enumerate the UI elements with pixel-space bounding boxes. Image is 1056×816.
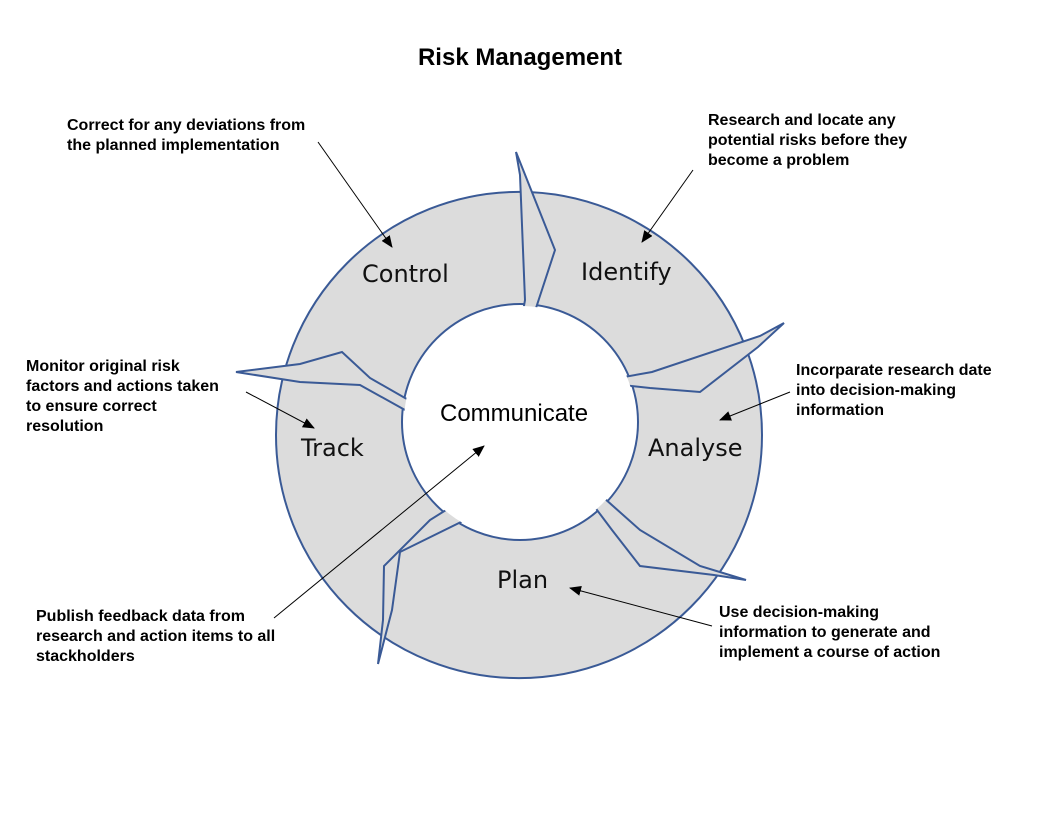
note-plan-line: information to generate and <box>719 624 931 641</box>
note-track: Monitor original risk factors and action… <box>26 357 219 437</box>
note-identify-line: Research and locate any <box>708 112 896 129</box>
note-control: Correct for any deviations from the plan… <box>67 116 305 156</box>
note-track-line: to ensure correct <box>26 398 157 415</box>
pointer-control <box>317 141 393 248</box>
note-analyse-line: Incorparate research date <box>796 362 992 379</box>
diagram-title: Risk Management <box>417 44 623 71</box>
note-identify-line: potential risks before they <box>708 132 908 149</box>
note-analyse: Incorparate research date into decision-… <box>796 361 992 421</box>
stage-identify: Identify <box>581 258 672 286</box>
center-communicate: Communicate <box>440 400 589 427</box>
note-communicate-line: research and action items to all <box>36 628 276 645</box>
note-identify-line: become a problem <box>708 152 850 169</box>
note-control-line: the planned implementation <box>67 137 280 154</box>
note-communicate-line: stackholders <box>36 648 135 665</box>
pointer-identify <box>641 169 694 243</box>
note-track-line: Monitor original risk <box>26 358 180 375</box>
note-communicate: Publish feedback data from research and … <box>36 607 275 667</box>
note-plan-line: Use decision-making <box>719 604 880 621</box>
note-plan-line: implement a course of action <box>719 644 941 661</box>
pointer-communicate <box>273 445 485 619</box>
note-track-line: factors and actions taken <box>26 378 219 395</box>
stage-plan: Plan <box>497 566 549 594</box>
stage-track: Track <box>301 434 364 462</box>
pointer-track <box>245 391 315 429</box>
note-communicate-line: Publish feedback data from <box>36 608 245 625</box>
note-plan: Use decision-making information to gener… <box>719 603 940 663</box>
stage-analyse: Analyse <box>648 434 743 462</box>
note-identify: Research and locate any potential risks … <box>708 111 907 171</box>
center-disk <box>404 306 636 538</box>
pointer-plan <box>569 586 713 627</box>
note-analyse-line: into decision-making <box>796 382 957 399</box>
note-control-line: Correct for any deviations from <box>67 117 306 134</box>
stage-control: Control <box>362 260 449 288</box>
note-track-line: resolution <box>26 418 104 435</box>
pointer-analyse <box>719 391 791 421</box>
cycle-arrow-identify-to-analyse <box>595 322 785 394</box>
note-analyse-line: information <box>796 402 884 419</box>
